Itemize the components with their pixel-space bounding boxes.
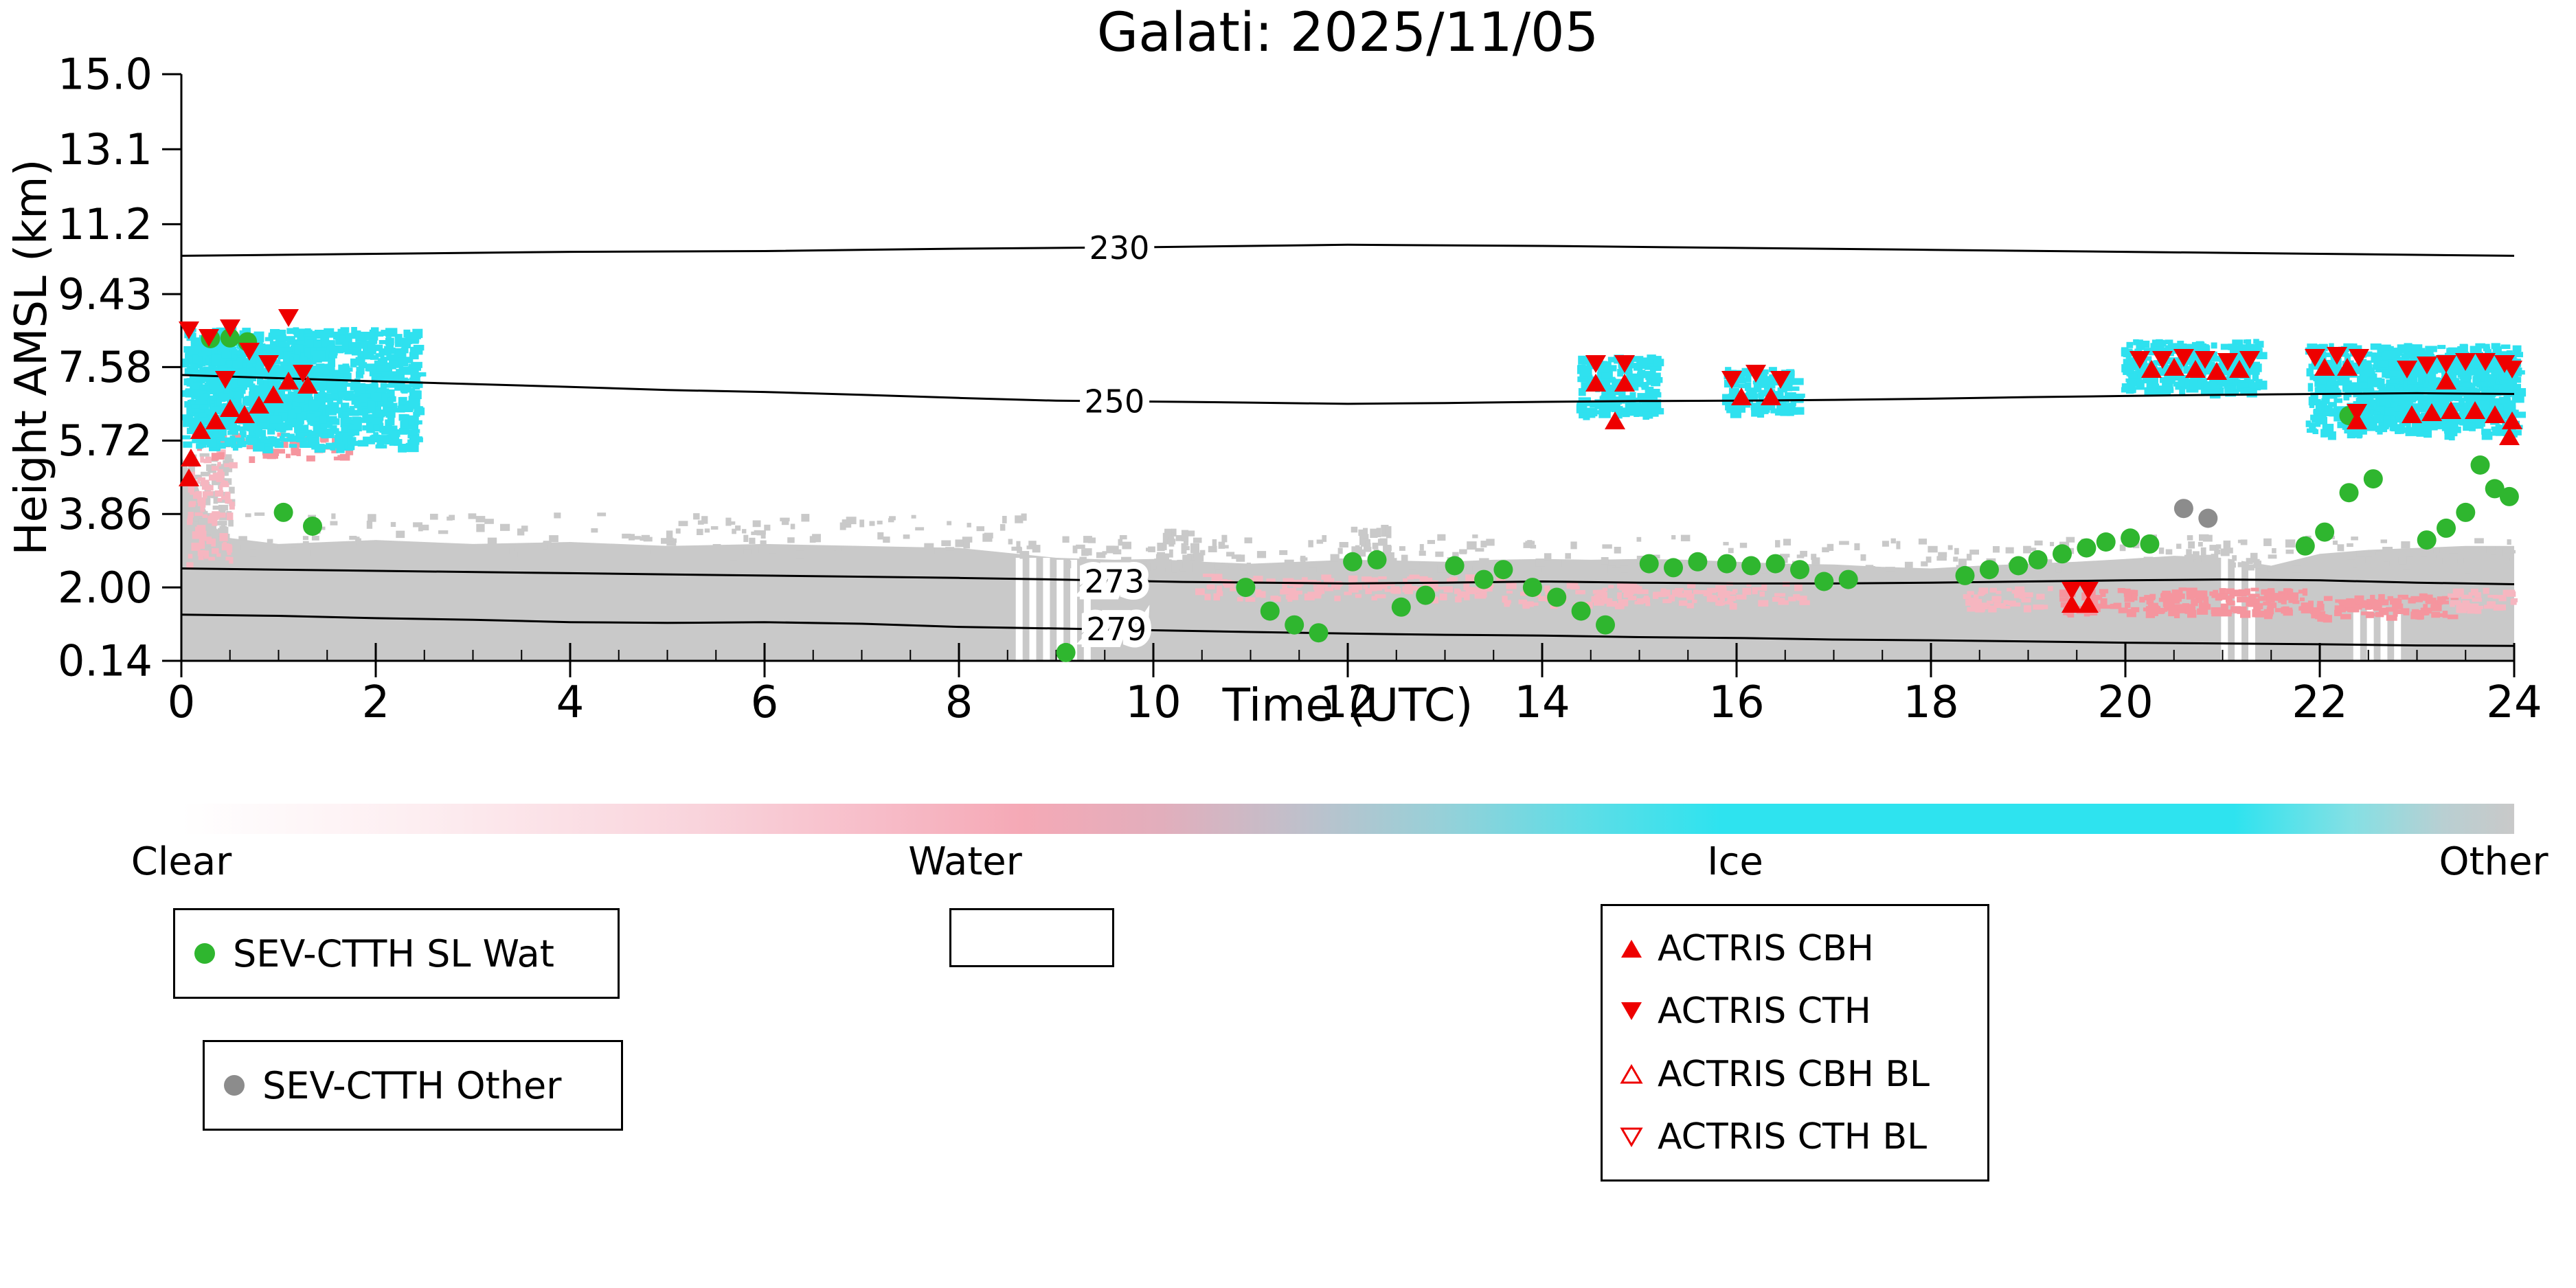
gray-dot-icon (224, 1075, 245, 1096)
legend-actris-cth-row: ACTRIS CTH (1619, 991, 1987, 1032)
green-dot-icon (194, 943, 215, 964)
svg-text:15.0: 15.0 (58, 49, 152, 100)
svg-text:24: 24 (2486, 677, 2542, 728)
svg-text:6: 6 (751, 677, 779, 728)
legend-actris-cth-bl-label: ACTRIS CTH BL (1658, 1116, 1928, 1158)
legend-actris-cbh-bl-label: ACTRIS CBH BL (1658, 1053, 1930, 1095)
legend-sev-ctth-sl-wat: SEV-CTTH SL Wat (173, 908, 620, 999)
svg-text:2.00: 2.00 (58, 563, 152, 613)
legend-actris-cbh-row: ACTRIS CBH (1619, 928, 1987, 969)
svg-text:14: 14 (1514, 677, 1570, 728)
colorbar-gradient (181, 804, 2514, 834)
legend-other-label: SEV-CTTH Other (262, 1063, 562, 1107)
svg-text:20: 20 (2097, 677, 2153, 728)
cbh-bl-triangle-up-open-icon (1620, 1063, 1643, 1084)
legend-actris-cth-label: ACTRIS CTH (1658, 991, 1871, 1032)
legend-actris: ACTRIS CBH ACTRIS CTH ACTRIS CBH BL ACTR… (1601, 904, 1989, 1182)
svg-text:13.1: 13.1 (58, 124, 152, 174)
legend-empty-box (949, 908, 1114, 967)
svg-text:4: 4 (556, 677, 585, 728)
colorbar-label-other: Other (2439, 839, 2549, 884)
legend-actris-cth-bl-row: ACTRIS CTH BL (1619, 1116, 1987, 1157)
svg-text:250: 250 (1084, 383, 1144, 420)
legend-sev-ctth-other: SEV-CTTH Other (203, 1040, 623, 1131)
cth-triangle-down-icon (1621, 1002, 1642, 1021)
svg-text:5.72: 5.72 (58, 416, 152, 466)
x-axis-label: Time (UTC) (1222, 679, 1473, 732)
svg-text:0.14: 0.14 (58, 636, 152, 686)
svg-text:2: 2 (362, 677, 390, 728)
legend-actris-cbh-label: ACTRIS CBH (1658, 927, 1874, 969)
svg-text:22: 22 (2292, 677, 2347, 728)
chart-title: Galati: 2025/11/05 (1096, 2, 1599, 64)
svg-text:12: 12 (1320, 677, 1375, 728)
svg-text:9.43: 9.43 (58, 269, 152, 319)
colorbar-label-clear: Clear (131, 839, 232, 884)
svg-text:16: 16 (1708, 677, 1764, 728)
cbh-triangle-up-icon (1621, 939, 1642, 958)
svg-text:11.2: 11.2 (58, 199, 152, 249)
svg-text:3.86: 3.86 (58, 489, 152, 539)
cth-bl-triangle-down-open-icon (1620, 1127, 1643, 1148)
legend-actris-cbh-bl-row: ACTRIS CBH BL (1619, 1054, 1987, 1095)
svg-text:273: 273 (1084, 563, 1144, 600)
svg-text:8: 8 (945, 677, 973, 728)
svg-text:18: 18 (1903, 677, 1958, 728)
colorbar-label-ice: Ice (1707, 839, 1763, 884)
svg-text:7.58: 7.58 (58, 342, 152, 392)
y-axis-label: Height AMSL (km) (6, 159, 57, 556)
svg-text:10: 10 (1125, 677, 1181, 728)
svg-text:279: 279 (1086, 611, 1146, 648)
svg-text:0: 0 (168, 677, 196, 728)
svg-text:230: 230 (1089, 229, 1150, 267)
colorbar-label-water: Water (908, 839, 1022, 884)
legend-sl-wat-label: SEV-CTTH SL Wat (233, 931, 554, 975)
